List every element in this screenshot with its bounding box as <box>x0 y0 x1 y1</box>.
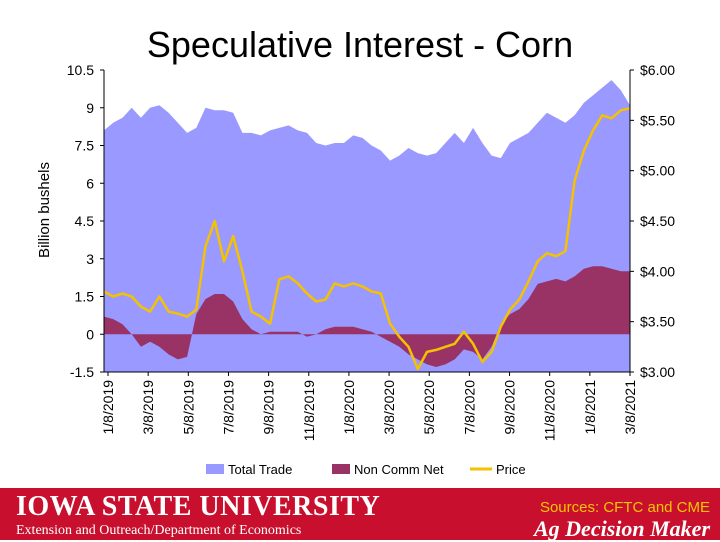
x-tick-label: 1/8/2019 <box>100 380 116 435</box>
y2-tick-label: $4.50 <box>640 213 675 229</box>
y-tick-label: -1.5 <box>70 364 94 380</box>
x-tick-label: 3/8/2020 <box>381 380 397 435</box>
x-tick-label: 7/8/2019 <box>221 380 237 435</box>
y2-tick-label: $5.00 <box>640 163 675 179</box>
x-tick-label: 5/8/2020 <box>421 380 437 435</box>
brand-text: Ag Decision Maker <box>534 516 710 541</box>
legend-price-label: Price <box>496 462 526 477</box>
x-tick-label: 5/8/2019 <box>180 380 196 435</box>
legend-non-comm-net-swatch <box>332 464 350 474</box>
chart-title: Speculative Interest - Corn <box>146 24 574 65</box>
y-tick-label: 0 <box>86 326 94 342</box>
legend-non-comm-net-label: Non Comm Net <box>354 462 444 477</box>
department-text: Extension and Outreach/Department of Eco… <box>16 523 302 538</box>
y-tick-label: 7.5 <box>75 138 95 154</box>
x-tick-label: 1/8/2021 <box>582 380 598 435</box>
chart-svg: 10.5 9 7.5 6 4.5 3 1.5 0 -1.5 $6.00 $5.50 $5.00 $4.5… <box>36 62 675 477</box>
sources-text: Sources: CFTC and CME <box>539 499 710 516</box>
x-tick-label: 7/8/2020 <box>461 380 477 435</box>
plot-area: 10.5 9 7.5 6 4.5 3 1.5 0 -1.5 $6.00 $5.50 $5.00 $4.5… <box>36 62 675 477</box>
x-tick-label: 1/8/2020 <box>341 380 357 435</box>
x-tick-label: 9/8/2019 <box>261 380 277 435</box>
legend-total-trade-swatch <box>206 464 224 474</box>
series-total-trade-area <box>104 80 630 372</box>
y2-tick-label: $5.50 <box>640 112 675 128</box>
footer-banner: IOWA STATE UNIVERSITY Extension and Outr… <box>0 488 720 541</box>
y2-tick-label: $3.00 <box>640 364 675 380</box>
x-tick-label: 9/8/2020 <box>502 380 518 435</box>
y-tick-label: 10.5 <box>67 62 94 78</box>
y-tick-label: 3 <box>86 251 94 267</box>
y-tick-label: 4.5 <box>75 213 95 229</box>
x-tick-label: 3/8/2021 <box>622 380 638 435</box>
y2-tick-label: $3.50 <box>640 314 675 330</box>
y2-tick-label: $4.00 <box>640 263 675 279</box>
series-non-comm-net-area <box>104 266 630 367</box>
series-price-line <box>103 107 631 371</box>
x-tick-label: 3/8/2019 <box>140 380 156 435</box>
y-tick-label: 6 <box>86 175 94 191</box>
y-tick-label: 9 <box>86 100 94 116</box>
legend-total-trade-label: Total Trade <box>228 462 292 477</box>
x-tick-label: 11/8/2019 <box>301 380 317 441</box>
y-tick-label: 1.5 <box>75 289 95 305</box>
y-axis-title: Billion bushels <box>36 162 53 258</box>
university-logo-text: IOWA STATE UNIVERSITY <box>16 491 381 522</box>
y2-tick-label: $6.00 <box>640 62 675 78</box>
x-tick-label: 11/8/2020 <box>542 380 558 441</box>
